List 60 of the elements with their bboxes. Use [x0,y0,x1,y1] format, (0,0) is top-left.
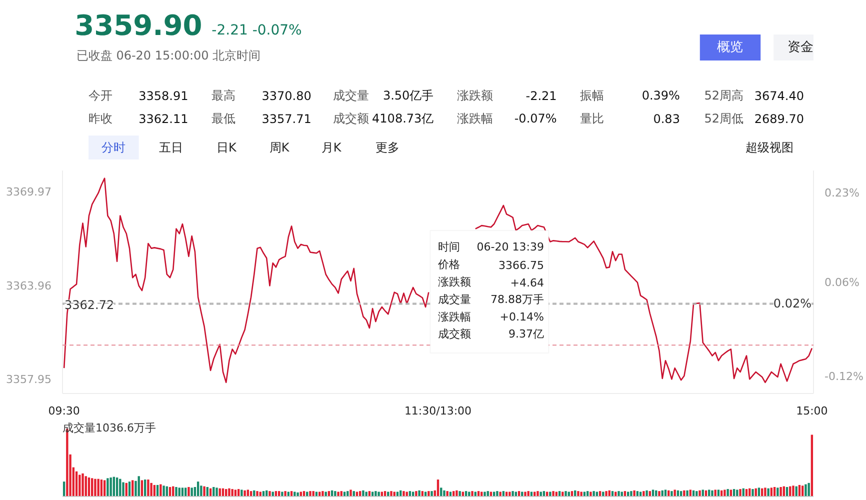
text: 3358.91 [138,89,188,103]
text: -2.21 [526,89,557,103]
text: 0.83 [653,112,680,126]
text: 0.39% [642,88,680,102]
text: 周K [269,140,290,154]
x-tick-label: 09:30 [48,404,80,418]
text: 3359.90 [74,9,202,42]
text: -2.21 -0.07% [212,22,302,38]
text: 振幅 [580,88,604,102]
y-tick-label: 3363.96 [6,279,52,292]
text: 2689.70 [754,112,804,126]
annotation: 涨跌额 [438,275,471,288]
text: 今开 [88,88,113,102]
annotation: 06-20 13:39 [476,240,544,254]
annotation: 9.37亿 [508,328,544,341]
text: 成交额 [333,112,370,126]
text: 更多 [376,140,400,154]
text: -0.07% [514,112,557,126]
text: 最高 [212,88,236,102]
text: 已收盘 06-20 15:00:00 北京时间 [76,48,261,62]
text: 3674.40 [754,89,804,103]
annotation: +4.64 [510,276,544,290]
annotation: 价格 [437,258,460,271]
text: 日K [216,140,238,154]
annotation: 3366.75 [498,258,544,272]
text: 月K [321,140,342,154]
ref-line-label: 3362.72 [64,298,114,312]
annotation: 成交量 [438,292,471,306]
text: 昨收 [88,112,113,126]
text: 资金 [787,40,814,55]
text: 52周低 [704,112,744,126]
text: 概览 [717,40,744,55]
text: 涨跌幅 [457,112,494,126]
text: 涨跌额 [457,88,494,102]
text: 3370.80 [262,89,312,103]
text: 3362.11 [138,112,188,126]
annotation: 时间 [438,240,460,254]
y-tick-label: 3369.97 [6,186,52,199]
annotation: 涨跌幅 [438,310,471,324]
text: 3.50亿手 [382,88,434,102]
text: 最低 [212,112,236,126]
y2-tick-label: 0.06% [824,276,860,289]
text: 分时 [102,140,126,154]
text: 五日 [158,140,183,154]
annotation: 成交额 [438,328,471,341]
text: 量比 [580,112,604,126]
x-tick-label: 15:00 [796,404,828,418]
text: 4108.73亿 [372,112,434,126]
annotation: 78.88万手 [490,292,544,306]
text: 成交量 [333,88,370,102]
text: 52周高 [704,88,744,102]
text: 3357.71 [262,112,312,126]
y2-tick-label: -0.12% [824,370,864,384]
y2-tick-label: 0.23% [824,186,860,200]
text: 超级视图 [746,140,794,154]
chart-title: 成交量1036.6万手 [62,422,156,434]
y-tick-label: 3357.95 [6,373,52,386]
x-tick-label: 11:30/13:00 [404,404,472,418]
ref-line-label: 0.02% [773,296,812,310]
annotation: +0.14% [500,310,544,324]
